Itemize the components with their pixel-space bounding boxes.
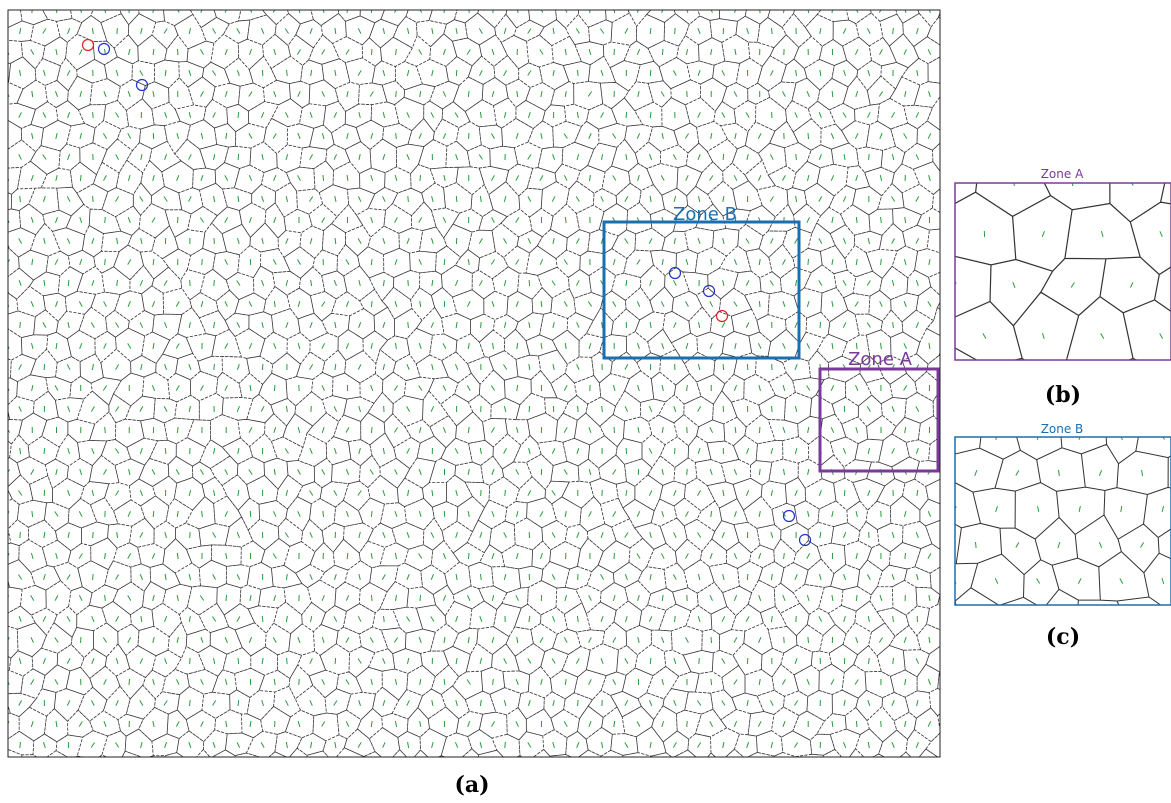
zone-b-box (602, 220, 801, 360)
inset-frame (954, 182, 1171, 361)
zone-b-label: Zone B (673, 204, 737, 225)
velocity-ticks (8, 10, 940, 749)
caption: (c) (1046, 624, 1080, 650)
caption: (a) (454, 772, 489, 798)
defect-marker (668, 266, 682, 280)
zone-a-label: Zone A (848, 349, 913, 370)
cell-edges (955, 183, 1171, 360)
defect-marker (702, 284, 716, 298)
defect-marker (798, 533, 812, 547)
defect-marker (782, 509, 796, 523)
cell-edges (8, 10, 940, 757)
velocity-ticks (955, 437, 1165, 585)
inset-title: Zone A (1041, 167, 1084, 181)
velocity-ticks (955, 183, 1164, 340)
cell-edges (955, 437, 1171, 605)
inset-title: Zone B (1041, 422, 1084, 436)
defect-marker (97, 42, 111, 56)
caption: (b) (1045, 382, 1081, 408)
zone-a-inset-cells (955, 183, 1171, 360)
inset-frame (954, 436, 1171, 606)
cell-network (8, 10, 940, 757)
defect-marker (715, 309, 729, 323)
zone-a-box (818, 367, 940, 473)
defect-marker (135, 78, 149, 92)
panel-frame (7, 9, 941, 758)
defect-marker (81, 38, 95, 52)
zone-b-inset-cells (955, 437, 1171, 605)
